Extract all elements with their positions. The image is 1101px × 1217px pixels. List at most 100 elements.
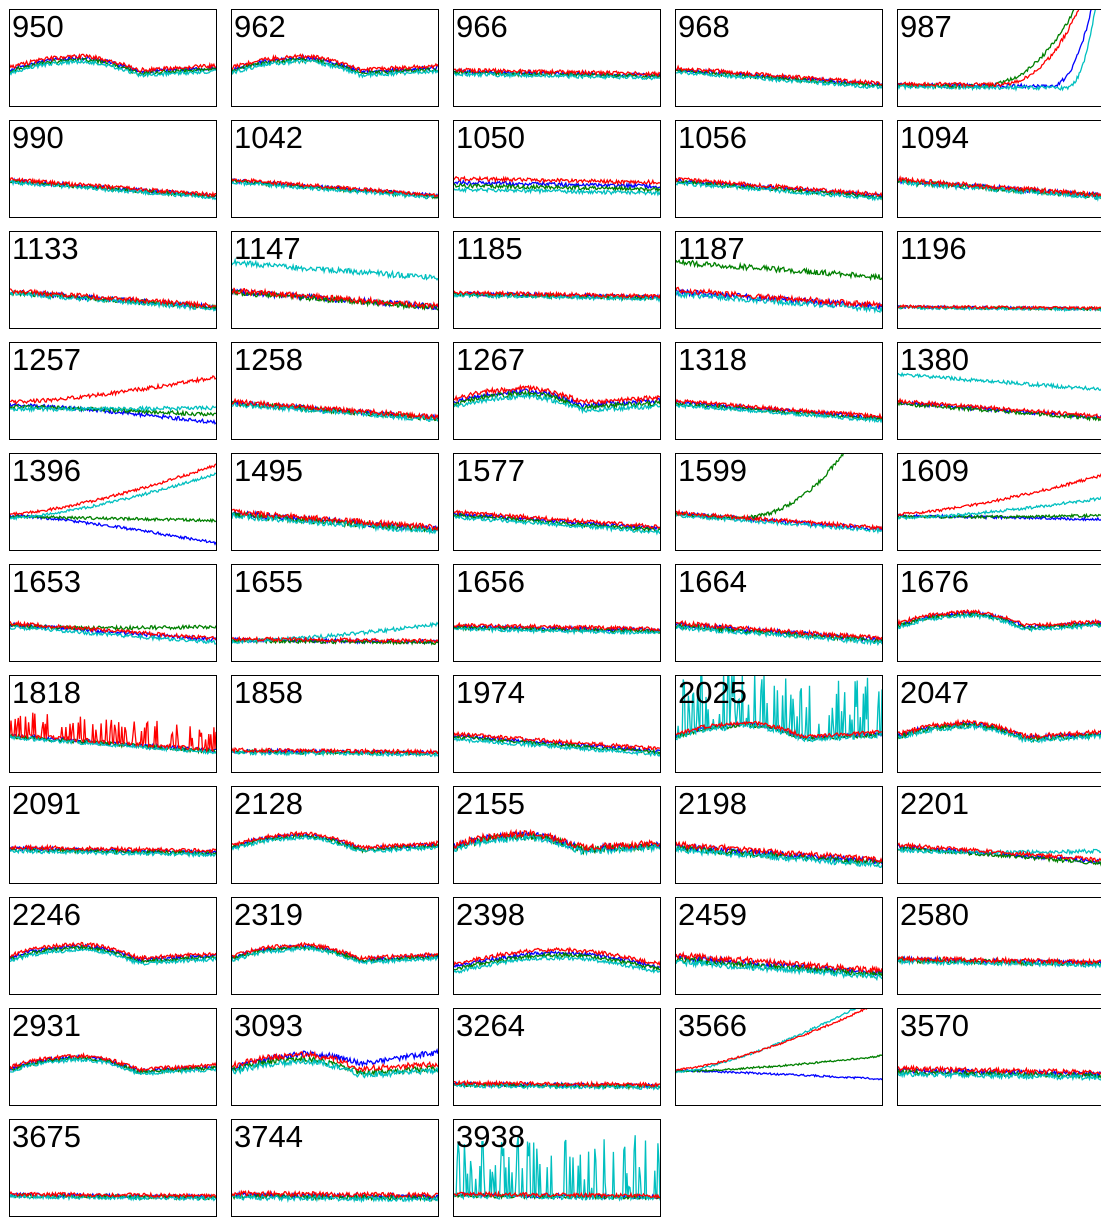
panel-1050: 1050 <box>453 120 661 218</box>
series-line-red <box>676 619 882 641</box>
panel-962: 962 <box>231 9 439 107</box>
panel-1257: 1257 <box>9 342 217 440</box>
panel-plot <box>10 619 216 645</box>
panel-label: 1656 <box>456 564 525 599</box>
series-line-red <box>898 397 1101 419</box>
panel-plot <box>676 840 882 868</box>
series-line-cyan <box>898 496 1101 521</box>
panel-1258: 1258 <box>231 342 439 440</box>
panel-label: 3938 <box>456 1119 525 1154</box>
panel-plot <box>232 941 438 966</box>
series-line-red <box>232 53 438 74</box>
series-line-green <box>10 404 216 417</box>
series-line-cyan <box>10 1056 216 1077</box>
panel-plot <box>676 176 882 202</box>
series-line-cyan <box>10 734 216 755</box>
panel-label: 2201 <box>900 786 969 821</box>
panel-990: 990 <box>9 120 217 218</box>
panel-1133: 1133 <box>9 231 217 329</box>
series-line-red <box>232 941 438 961</box>
panel-1147: 1147 <box>231 231 439 329</box>
panel-1495: 1495 <box>231 453 439 551</box>
panel-label: 2198 <box>678 786 747 821</box>
series-line-red <box>232 177 438 198</box>
series-line-cyan <box>454 70 660 81</box>
panel-2459: 2459 <box>675 897 883 995</box>
panel-plot <box>898 10 1096 92</box>
panel-2091: 2091 <box>9 786 217 884</box>
panel-label: 1056 <box>678 120 747 155</box>
series-line-red <box>232 287 438 310</box>
series-line-red <box>10 941 216 962</box>
series-line-cyan <box>676 676 882 743</box>
series-line-green <box>898 611 1101 631</box>
panel-label: 2155 <box>456 786 525 821</box>
panel-label: 2398 <box>456 897 525 932</box>
series-line-cyan <box>454 392 660 415</box>
series-line-green <box>676 454 844 521</box>
series-line-red <box>232 635 438 644</box>
panel-plot <box>898 954 1101 969</box>
series-line-green <box>10 943 216 964</box>
panel-1858: 1858 <box>231 675 439 773</box>
series-line-green <box>676 1054 882 1073</box>
series-line-red <box>10 463 216 517</box>
series-line-cyan <box>232 180 438 200</box>
panel-2201: 2201 <box>897 786 1101 884</box>
panel-plot <box>232 257 438 311</box>
panel-1676: 1676 <box>897 564 1101 662</box>
series-line-red <box>454 730 660 752</box>
panel-label: 3570 <box>900 1008 969 1043</box>
panel-label: 1042 <box>234 120 303 155</box>
panel-plot <box>676 1009 882 1081</box>
panel-987: 987 <box>897 9 1101 107</box>
series-line-cyan <box>454 186 660 197</box>
panel-label: 1664 <box>678 564 747 599</box>
panel-1653: 1653 <box>9 564 217 662</box>
panel-plot <box>676 398 882 424</box>
panel-plot <box>898 718 1101 745</box>
series-line-green <box>454 951 660 972</box>
series-line-cyan <box>10 404 216 413</box>
panel-plot <box>898 175 1101 202</box>
panel-label: 1147 <box>234 231 301 266</box>
panel-plot <box>676 257 882 315</box>
series-line-red <box>10 843 216 854</box>
series-line-red <box>454 946 660 966</box>
panel-2128: 2128 <box>231 786 439 884</box>
panel-1974: 1974 <box>453 675 661 773</box>
panel-plot <box>454 383 660 415</box>
panel-3566: 3566 <box>675 1008 883 1106</box>
series-line-cyan <box>676 624 882 647</box>
series-line-red <box>676 176 882 197</box>
panel-label: 2246 <box>12 897 81 932</box>
panel-plot <box>10 177 216 201</box>
panel-1655: 1655 <box>231 564 439 662</box>
series-line-red <box>232 1189 438 1199</box>
panel-1664: 1664 <box>675 564 883 662</box>
series-line-red <box>898 954 1101 966</box>
series-line-cyan <box>676 181 882 202</box>
panel-3264: 3264 <box>453 1008 661 1106</box>
series-line-red <box>454 175 660 186</box>
panel-plot <box>232 1048 438 1079</box>
series-line-cyan <box>898 723 1101 745</box>
panel-3744: 3744 <box>231 1119 439 1217</box>
series-line-cyan <box>232 58 438 79</box>
panel-plot <box>232 621 438 646</box>
series-line-cyan <box>676 402 882 424</box>
panel-plot <box>10 941 216 966</box>
panel-label: 1577 <box>456 453 525 488</box>
panel-plot <box>232 746 438 758</box>
panel-plot <box>454 1079 660 1091</box>
series-line-red <box>898 303 1101 311</box>
panel-plot <box>232 830 438 854</box>
series-line-cyan <box>454 515 660 536</box>
series-line-cyan <box>10 946 216 966</box>
panel-label: 1818 <box>12 675 81 710</box>
panel-plot <box>898 473 1101 522</box>
series-line-green <box>676 257 882 282</box>
panel-label: 1196 <box>900 231 967 266</box>
series-line-cyan <box>454 954 660 974</box>
panel-plot <box>10 1190 216 1202</box>
